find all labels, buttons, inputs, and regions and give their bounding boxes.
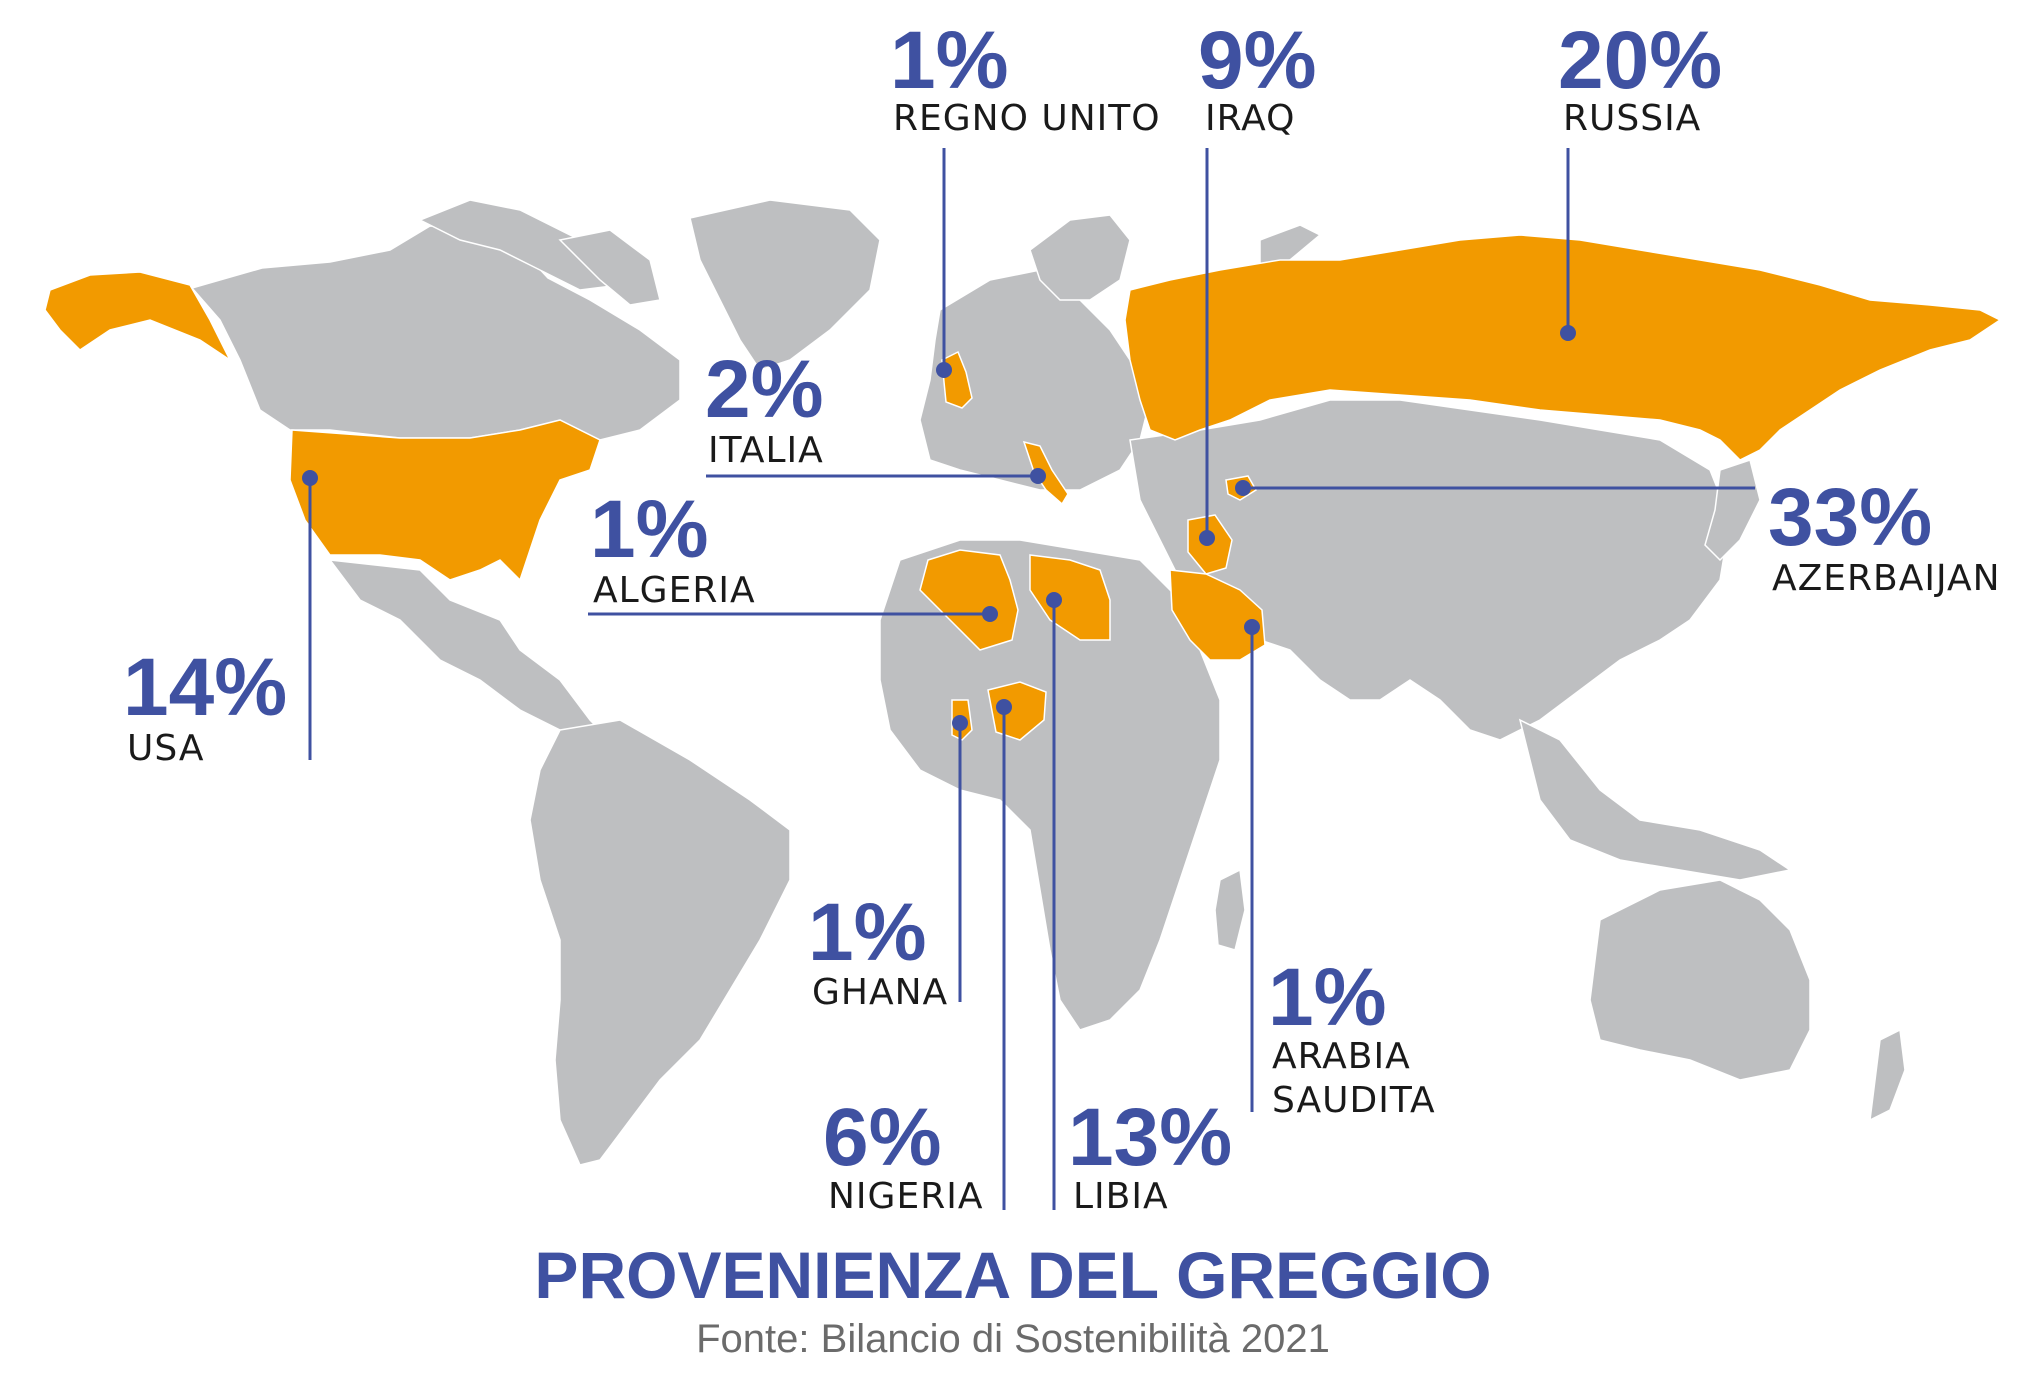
land-canada bbox=[190, 225, 681, 441]
marker-nigeria bbox=[996, 699, 1012, 715]
land-southeast-asia bbox=[1518, 718, 1792, 881]
russia-percent: 20% bbox=[1558, 15, 1722, 106]
land-south-america bbox=[529, 719, 791, 1166]
country-usa-alaska bbox=[44, 271, 232, 363]
land-africa bbox=[879, 539, 1221, 1031]
marker-azerbaijan bbox=[1235, 480, 1251, 496]
azerbaijan-percent: 33% bbox=[1768, 472, 1932, 563]
italy-percent: 2% bbox=[705, 344, 824, 435]
usa-percent: 14% bbox=[123, 642, 287, 733]
land-novaya-zemlya bbox=[1259, 224, 1322, 266]
country-algeria bbox=[919, 549, 1019, 651]
marker-usa bbox=[302, 470, 318, 486]
italy-name: ITALIA bbox=[708, 430, 824, 471]
land-australia bbox=[1589, 879, 1811, 1081]
saudi-name-line1: ARABIA bbox=[1272, 1036, 1411, 1077]
ghana-percent: 1% bbox=[808, 887, 927, 978]
land-japan bbox=[1704, 459, 1761, 562]
russia-name: RUSSIA bbox=[1563, 98, 1701, 139]
country-usa-mainland bbox=[289, 419, 601, 582]
map-source: Fonte: Bilancio di Sostenibilità 2021 bbox=[696, 1317, 1330, 1361]
land-mexico bbox=[328, 559, 612, 751]
marker-saudi bbox=[1244, 619, 1260, 635]
land-baffin bbox=[558, 229, 661, 306]
algeria-name: ALGERIA bbox=[593, 570, 756, 611]
marker-libya bbox=[1046, 592, 1062, 608]
leaders bbox=[302, 148, 1755, 1210]
iraq-name: IRAQ bbox=[1205, 98, 1296, 139]
libya-name: LIBIA bbox=[1073, 1176, 1169, 1217]
algeria-percent: 1% bbox=[590, 484, 709, 575]
iraq-percent: 9% bbox=[1198, 15, 1317, 106]
marker-russia bbox=[1560, 325, 1576, 341]
highlighted-countries bbox=[44, 234, 2002, 741]
land-scandinavia bbox=[1029, 214, 1131, 301]
nigeria-name: NIGERIA bbox=[828, 1176, 983, 1217]
libya-percent: 13% bbox=[1068, 1092, 1232, 1183]
uk-percent: 1% bbox=[890, 15, 1009, 106]
usa-name: USA bbox=[127, 728, 205, 769]
country-libya bbox=[1029, 554, 1111, 641]
land-new-zealand bbox=[1869, 1028, 1906, 1122]
land-greenland bbox=[689, 199, 881, 371]
marker-ghana bbox=[952, 715, 968, 731]
saudi-name-line2: SAUDITA bbox=[1272, 1080, 1436, 1121]
uk-name: REGNO UNITO bbox=[893, 98, 1161, 139]
saudi-percent: 1% bbox=[1268, 952, 1387, 1043]
labels: 14% USA 1% REGNO UNITO 2% ITALIA 1% ALGE… bbox=[123, 15, 2001, 1217]
marker-iraq bbox=[1199, 530, 1215, 546]
ghana-name: GHANA bbox=[812, 972, 948, 1013]
nigeria-percent: 6% bbox=[823, 1092, 942, 1183]
country-russia bbox=[1124, 234, 2002, 461]
land-madagascar bbox=[1214, 868, 1246, 951]
marker-italy bbox=[1030, 468, 1046, 484]
azerbaijan-name: AZERBAIJAN bbox=[1772, 558, 2001, 599]
map-title: PROVENIENZA DEL GREGGIO bbox=[534, 1238, 1491, 1312]
landmasses bbox=[190, 199, 1906, 1166]
marker-uk bbox=[936, 362, 952, 378]
marker-algeria bbox=[982, 606, 998, 622]
